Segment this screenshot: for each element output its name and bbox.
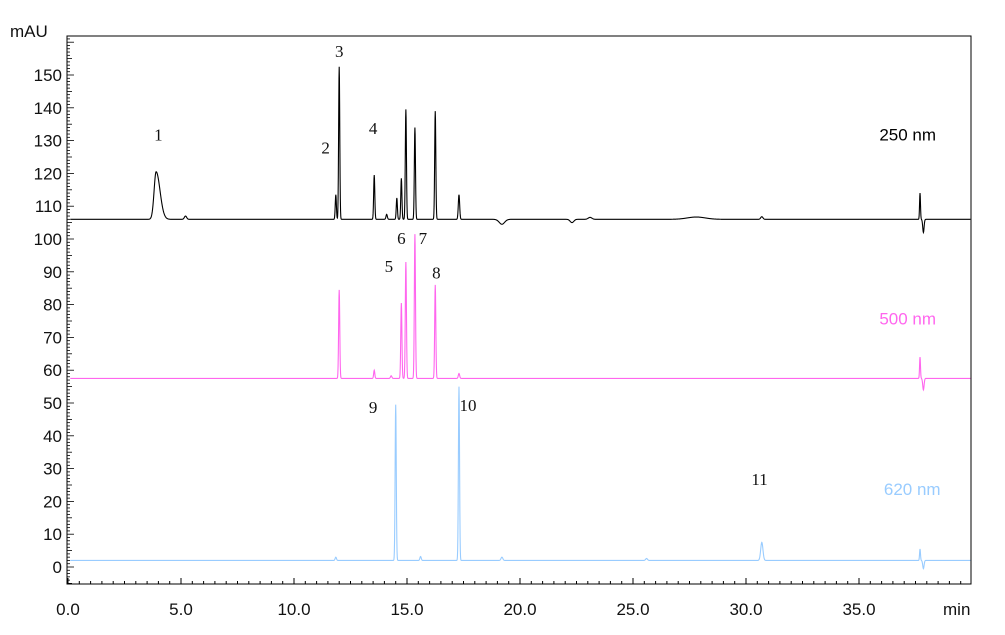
y-tick-label: 60: [43, 361, 62, 380]
series-label-250-nm: 250 nm: [879, 126, 936, 145]
x-axis: 0.0 5.0 10.0 15.0 20.0 25.0 30.0 35.0: [56, 578, 962, 619]
y-tick-label: 130: [34, 132, 62, 151]
y-tick-label: 90: [43, 263, 62, 282]
peak-label-1: 1: [154, 126, 163, 145]
y-tick-label: 110: [35, 197, 62, 216]
y-tick-label: 150: [34, 66, 62, 85]
peak-label-10: 10: [460, 396, 477, 415]
peak-label-3: 3: [335, 42, 344, 61]
y-tick-label: 120: [34, 164, 62, 183]
series-label-620-nm: 620 nm: [884, 480, 941, 499]
y-axis-unit-label: mAU: [10, 22, 48, 41]
y-tick-label: 10: [43, 525, 62, 544]
y-tick-label: 70: [43, 328, 62, 347]
y-tick-label: 0: [53, 558, 62, 577]
peak-label-2: 2: [321, 139, 330, 158]
x-tick-label: 5.0: [169, 600, 193, 619]
peak-label-7: 7: [419, 229, 428, 248]
x-tick-label: 35.0: [842, 600, 875, 619]
x-tick-label: 15.0: [390, 600, 423, 619]
peak-label-11: 11: [751, 470, 767, 489]
x-tick-label: 25.0: [616, 600, 649, 619]
y-tick-label: 40: [43, 427, 62, 446]
x-tick-label: 20.0: [503, 600, 536, 619]
peak-label-8: 8: [432, 263, 441, 282]
trace-620-nm: [70, 386, 971, 570]
trace-250-nm: [70, 66, 971, 235]
y-tick-label: 140: [34, 99, 62, 118]
y-tick-label: 100: [34, 230, 62, 249]
plot-frame: [66, 35, 972, 585]
trace-500-nm: [70, 234, 971, 392]
y-tick-label: 80: [43, 296, 62, 315]
series-label-500-nm: 500 nm: [879, 309, 936, 328]
y-tick-label: 20: [43, 492, 62, 511]
peak-label-4: 4: [369, 119, 378, 138]
x-tick-label: 30.0: [729, 600, 762, 619]
x-axis-unit-label: min: [943, 600, 970, 619]
y-tick-label: 50: [43, 394, 62, 413]
chromatogram-traces: [70, 66, 971, 570]
y-tick-label: 30: [43, 460, 62, 479]
peak-annotations: 1 2 3 4 56 78 9 10 11 250 nm 500 nm 620 nm: [154, 42, 940, 499]
y-axis: 0 10 20 30 40 50 60 70 80 90 100 110 120 130 140 150: [34, 38, 74, 584]
x-tick-label: 0.0: [56, 600, 80, 619]
peak-label-6: 6: [397, 229, 406, 248]
x-tick-label: 10.0: [277, 600, 310, 619]
peak-label-9: 9: [369, 398, 378, 417]
peak-label-5: 5: [385, 257, 394, 276]
